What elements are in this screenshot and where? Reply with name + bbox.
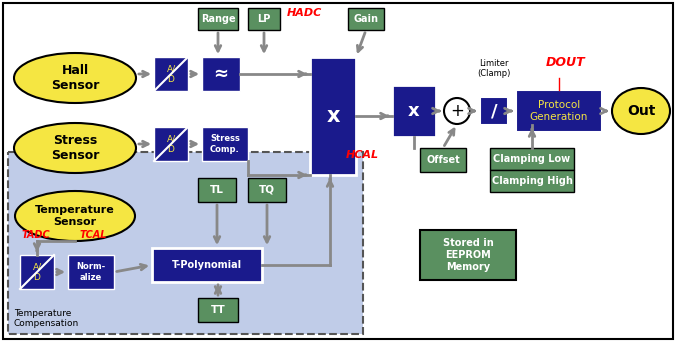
Bar [248,178,286,202]
Text: TL: TL [210,185,224,195]
Text: TCAL: TCAL [80,230,107,240]
Text: TT: TT [211,305,225,315]
Text: /: / [491,102,498,120]
Text: +: + [450,102,464,120]
Bar [198,8,238,30]
Text: DOUT: DOUT [546,55,585,68]
Text: Protocol
Generation: Protocol Generation [530,100,588,122]
Bar [198,178,236,202]
Text: HADC: HADC [287,8,322,18]
Text: Hall
Sensor: Hall Sensor [51,64,99,92]
Bar [420,230,516,280]
Text: Clamping High: Clamping High [491,176,573,186]
Bar [154,57,188,91]
Text: Out: Out [627,104,655,118]
Text: TADC: TADC [22,230,51,240]
Text: Stored in
EEPROM
Memory: Stored in EEPROM Memory [443,238,493,272]
Text: ≈: ≈ [214,65,228,83]
Text: A/
D: A/ D [166,134,176,154]
Bar [490,170,574,192]
Ellipse shape [612,88,670,134]
Text: x: x [327,106,340,126]
Text: x: x [408,102,420,120]
Bar [392,85,436,137]
Bar [420,148,466,172]
Ellipse shape [14,53,136,103]
Bar [8,152,363,334]
Text: Stress
Comp.: Stress Comp. [210,134,240,154]
Bar [68,255,114,289]
Text: LP: LP [258,14,270,24]
Text: HCAL: HCAL [346,150,379,160]
Text: Gain: Gain [354,14,379,24]
Text: Range: Range [201,14,235,24]
Text: Clamping Low: Clamping Low [493,154,571,164]
Bar [198,298,238,322]
Text: Limiter
(Clamp): Limiter (Clamp) [477,58,510,78]
Bar [480,97,508,125]
Text: Norm-
alize: Norm- alize [76,262,105,282]
Text: Offset: Offset [426,155,460,165]
Ellipse shape [14,123,136,173]
Text: Temperature
Sensor: Temperature Sensor [35,205,115,227]
Bar [152,248,262,282]
Bar [348,8,384,30]
Bar [490,148,574,170]
Bar [20,255,54,289]
Text: TQ: TQ [259,185,275,195]
Text: Temperature
Compensation: Temperature Compensation [14,308,79,328]
Bar [310,57,356,175]
Circle shape [444,98,470,124]
Text: Stress
Sensor: Stress Sensor [51,134,99,162]
Bar [154,127,188,161]
Bar [248,8,280,30]
Bar [202,57,240,91]
Bar [516,90,602,132]
Text: A/
D: A/ D [166,64,176,84]
Text: T-Polynomial: T-Polynomial [172,260,242,270]
Text: A/
D: A/ D [32,262,41,282]
Ellipse shape [15,191,135,241]
Bar [202,127,248,161]
